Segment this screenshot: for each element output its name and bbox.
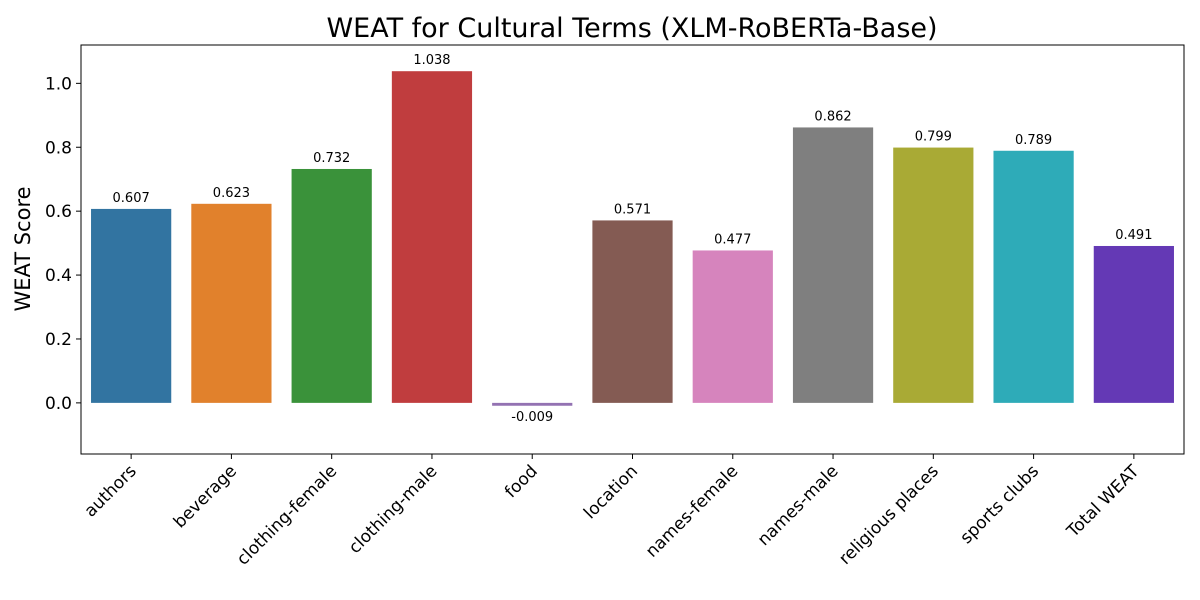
data-label: 0.477	[714, 232, 751, 247]
x-tick-label: clothing-male	[345, 461, 442, 558]
bar	[391, 71, 473, 403]
x-tick-label: clothing-female	[233, 461, 341, 569]
data-label: 0.571	[614, 202, 651, 217]
y-tick-label: 0.2	[45, 330, 72, 350]
bar	[91, 208, 172, 403]
y-axis: 0.0 0.2 0.4 0.6 0.8 1.0	[45, 74, 81, 414]
data-label: 0.862	[814, 109, 851, 124]
bar	[492, 402, 573, 406]
data-label: 0.732	[313, 151, 350, 166]
x-tick-label: names-male	[754, 461, 843, 550]
x-tick-label: Total WEAT	[1063, 461, 1144, 542]
y-tick-label: 0.8	[45, 138, 72, 158]
data-label: 0.623	[213, 186, 250, 201]
bars	[91, 71, 1174, 406]
data-label: 1.038	[413, 53, 450, 68]
x-tick-label: names-female	[642, 461, 742, 561]
bar	[993, 150, 1074, 403]
x-tick-label: religious places	[835, 461, 943, 569]
y-tick-label: 0.6	[45, 202, 72, 222]
bar	[792, 127, 874, 403]
x-tick-label: food	[501, 461, 542, 502]
chart-title: WEAT for Cultural Terms (XLM-RoBERTa-Bas…	[326, 13, 937, 44]
data-label: 0.491	[1115, 228, 1152, 243]
x-tick-label: authors	[81, 461, 141, 521]
x-tick-label: sports clubs	[957, 461, 1044, 548]
data-label: 0.607	[113, 191, 150, 206]
plot-frame	[80, 44, 1185, 455]
x-tick-label: beverage	[170, 461, 241, 532]
bar	[1093, 245, 1174, 403]
bar	[191, 203, 272, 403]
data-label: 0.789	[1015, 133, 1052, 148]
y-axis-label: WEAT Score	[11, 186, 35, 311]
data-label: 0.799	[915, 130, 952, 145]
bar	[291, 168, 372, 403]
data-label: -0.009	[511, 410, 553, 425]
data-labels: 0.607 0.623 0.732 1.038 -0.009 0.571 0.477 0.86…	[113, 53, 1153, 425]
x-tick-label: location	[580, 461, 642, 523]
bar	[692, 250, 773, 403]
y-tick-label: 0.0	[45, 394, 72, 414]
bar	[592, 220, 673, 403]
y-tick-label: 0.4	[45, 266, 72, 286]
bar	[893, 147, 974, 403]
y-tick-label: 1.0	[45, 74, 72, 94]
